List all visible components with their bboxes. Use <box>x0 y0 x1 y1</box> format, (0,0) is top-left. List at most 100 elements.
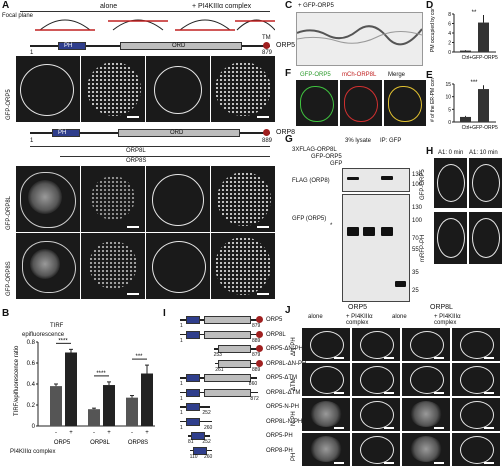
i-end-num: 252 <box>202 439 211 445</box>
panel-a-label: A <box>2 0 10 11</box>
orp8-ph-domain <box>52 129 80 137</box>
i-start-num: 110 <box>189 453 198 460</box>
d-ytick-label: 2 <box>448 41 451 47</box>
orp8-ph-label: PH <box>58 130 67 136</box>
i-end-num: 860 <box>248 381 258 387</box>
e-ytick-label: 5 <box>448 107 451 113</box>
i-ord-domain <box>218 345 251 353</box>
panel-b-label: B <box>2 308 10 319</box>
i-ord-domain <box>204 374 251 382</box>
e-sig: *** <box>470 80 478 86</box>
i-ph-domain <box>186 374 201 382</box>
orp8-name: ORP8 <box>276 129 296 136</box>
b-bar <box>88 409 100 426</box>
orp5-ord-label: ORD <box>172 43 186 49</box>
panel-b-chart: 0 0.2 0.4 0.6 0.8 TIRF/epifluorescence ratio -… <box>14 338 155 446</box>
j-group1: ORP5 <box>348 304 368 311</box>
g-mw-label: 130 <box>412 172 423 178</box>
j-group2: ORP8L <box>430 304 453 311</box>
orp5-ph-label: PH <box>64 43 73 49</box>
h-img3 <box>434 212 467 264</box>
g-lysate: 3% lysate <box>345 138 372 144</box>
panel-f-label: F <box>285 68 292 79</box>
h-row1: GFP-ORP5 <box>420 169 426 200</box>
i-ph-domain <box>186 388 201 397</box>
header-rule <box>20 11 270 12</box>
d-sig: ** <box>472 10 477 16</box>
orp5-start: 1 <box>30 50 34 56</box>
b-ytick-label: 0.8 <box>27 340 36 346</box>
h-img4 <box>469 212 502 264</box>
i-end-num: 879 <box>252 352 261 358</box>
i-ph-domain <box>186 330 201 339</box>
j-micrograph <box>452 433 500 466</box>
h-row2: mRFP-PH <box>420 234 426 262</box>
j-micrograph <box>352 433 400 466</box>
d-ytick-label: 6 <box>448 22 451 28</box>
img-orp8l-alone-1 <box>16 166 80 232</box>
i-start-num: 1 <box>180 337 183 344</box>
g-row1: 3XFLAG-ORP8L <box>292 147 337 153</box>
b-bar <box>50 386 62 426</box>
b-category: ORP8L <box>90 440 110 446</box>
panel-d-chart: 0 2 4 6 8 PM occupied by contacts (%) Ctrl +GFP… <box>430 8 498 61</box>
i-construct-name: ORP8L-N-PH <box>266 418 303 425</box>
i-ph-domain <box>186 316 201 324</box>
i-tm-dot <box>256 359 263 367</box>
i-start-num: 1 <box>180 395 183 402</box>
orp8l-label: ORP8L <box>126 148 146 154</box>
img-orp5-complex-2 <box>211 56 275 122</box>
row-gfp-orp8s: GFP-ORP8S <box>6 261 12 296</box>
panel-g-label: G <box>285 134 293 145</box>
b-ylabel: TIRF/epifluorescence ratio <box>14 345 20 416</box>
i-end-num: 889 <box>252 337 261 344</box>
d-bar <box>460 50 471 52</box>
j-micrograph <box>352 398 400 431</box>
h-t10: A1: 10 min <box>469 150 498 156</box>
g-mw-label: 100 <box>412 182 423 188</box>
i-end-num: 879 <box>252 323 261 329</box>
i-start-num: 1 <box>180 323 183 329</box>
row-gfp-orp8l: GFP-ORP8L <box>6 195 12 230</box>
j-row-label: PH <box>291 452 297 461</box>
g-blot1-label: FLAG (ORP8) <box>292 178 330 184</box>
j-micrograph <box>452 398 500 431</box>
i-ord-domain <box>218 359 251 368</box>
j-micrograph <box>402 398 450 431</box>
g-mw-label: 25 <box>412 288 419 294</box>
orp5-tm-label: TM <box>262 35 271 41</box>
g-row3: GFP <box>330 161 343 167</box>
f-col1: GFP-ORP5 <box>300 72 331 78</box>
j-micrograph <box>302 398 350 431</box>
i-end-num: 260 <box>204 453 213 460</box>
img-orp5-alone-1 <box>16 56 80 122</box>
panel-i-label: I <box>163 308 166 319</box>
orp5-ord-domain <box>120 42 242 50</box>
panel-e-chart: 0 5 10 15 # of the ER-PM contact sites/100 μ… <box>430 78 498 131</box>
j-alone2: alone <box>392 314 407 320</box>
g-mw-label: 70 <box>412 236 419 242</box>
j-micrograph <box>352 328 400 361</box>
e-bar <box>460 116 471 122</box>
row-gfp-orp5: GFP-ORP5 <box>6 89 12 120</box>
b-sig: **** <box>96 371 106 377</box>
e-category: +GFP-ORP5 <box>469 125 498 131</box>
em-image <box>296 12 423 66</box>
j-row-label: ΔN-PH <box>291 337 297 356</box>
i-ph-domain <box>186 417 201 426</box>
b-sign: - <box>55 430 57 436</box>
tirf-label: TIRF <box>50 323 64 329</box>
d-category: +GFP-ORP5 <box>469 55 498 61</box>
i-start-num: 81 <box>188 439 194 445</box>
j-complex1: + PI4KIIIα complex <box>346 314 373 326</box>
i-ord-domain <box>204 330 251 339</box>
orp8-tm-dot <box>263 129 270 136</box>
i-ph-domain <box>191 432 206 440</box>
j-micrograph <box>302 433 350 466</box>
e-category: Ctrl <box>462 125 470 131</box>
i-end-num: 872 <box>250 395 259 402</box>
d-ytick-label: 8 <box>448 12 451 18</box>
j-micrograph <box>452 363 500 396</box>
i-tm-dot <box>256 345 263 352</box>
i-construct-name: ORP8L-ΔTM <box>266 389 301 396</box>
